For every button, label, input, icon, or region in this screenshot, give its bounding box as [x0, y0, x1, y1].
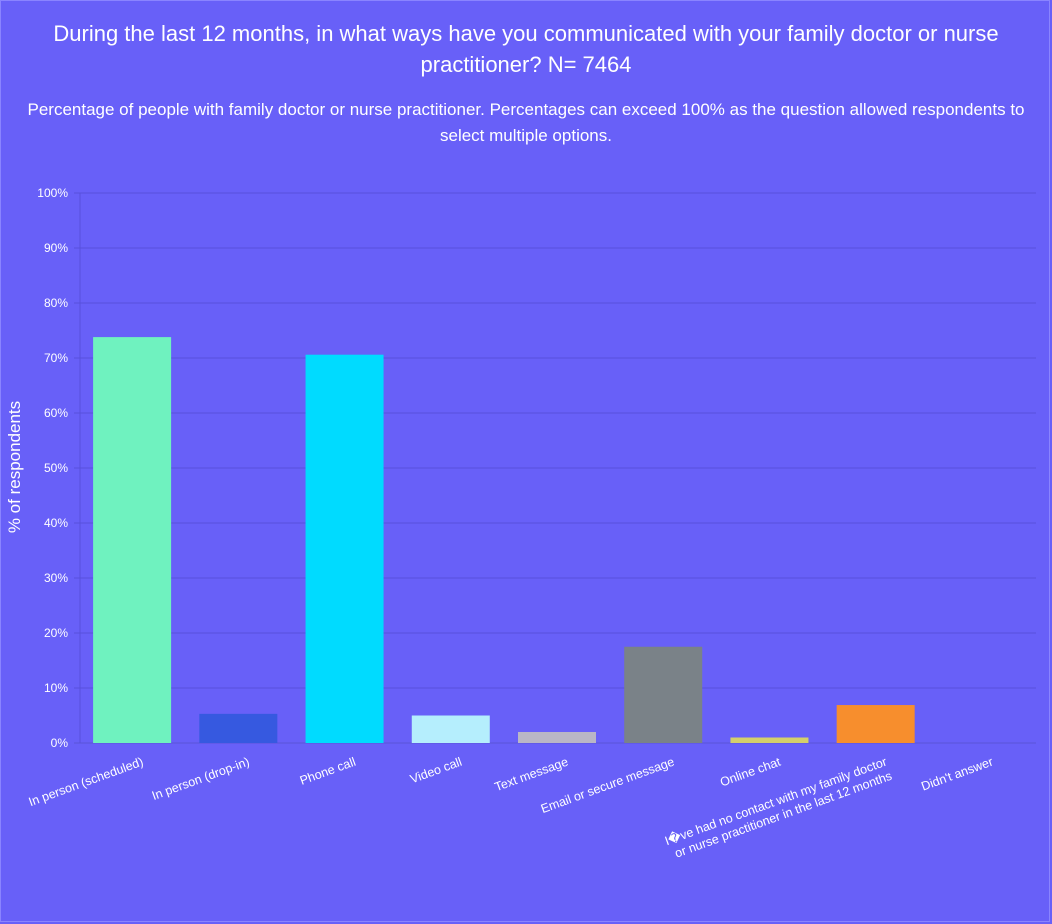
x-category-label: Didn't answer	[919, 755, 995, 794]
x-category-label-line: or nurse practitioner in the last 12 mon…	[673, 769, 894, 861]
y-tick-label: 10%	[44, 681, 68, 695]
x-category-label: In person (drop-in)	[150, 755, 251, 803]
x-category-label: Phone call	[298, 755, 358, 788]
x-category-label-line: In person (drop-in)	[150, 755, 251, 803]
bar	[836, 705, 915, 743]
bar	[93, 337, 172, 743]
bar	[730, 737, 809, 743]
x-category-label-line: Didn't answer	[919, 755, 995, 794]
x-category-label: I�ve had no contact with my family docto…	[663, 754, 894, 863]
y-tick-label: 100%	[37, 186, 68, 200]
x-category-label-line: In person (scheduled)	[27, 755, 145, 810]
x-category-label-line: Text message	[493, 755, 570, 795]
bar	[518, 732, 596, 743]
y-tick-label: 50%	[44, 461, 68, 475]
bar	[411, 715, 490, 743]
bar	[624, 646, 703, 743]
x-category-label: Online chat	[718, 754, 783, 789]
y-tick-label: 70%	[44, 351, 68, 365]
y-tick-label: 20%	[44, 626, 68, 640]
x-category-label: In person (scheduled)	[27, 755, 145, 810]
y-tick-label: 60%	[44, 406, 68, 420]
y-tick-label: 30%	[44, 571, 68, 585]
y-axis-title: % of respondents	[5, 401, 24, 533]
x-category-label-line: Video call	[408, 755, 464, 787]
chart-title: During the last 12 months, in what ways …	[53, 21, 999, 77]
x-category-label-line: Phone call	[298, 755, 358, 788]
x-category-label-line: Online chat	[718, 754, 783, 789]
y-tick-label: 0%	[51, 736, 69, 750]
y-tick-label: 90%	[44, 241, 68, 255]
x-category-label: Text message	[493, 755, 570, 795]
bar	[305, 354, 384, 743]
x-category-label: Video call	[408, 755, 464, 787]
y-tick-label: 80%	[44, 296, 68, 310]
bar	[199, 713, 278, 743]
y-tick-label: 40%	[44, 516, 68, 530]
chart-subtitle: Percentage of people with family doctor …	[27, 100, 1025, 145]
